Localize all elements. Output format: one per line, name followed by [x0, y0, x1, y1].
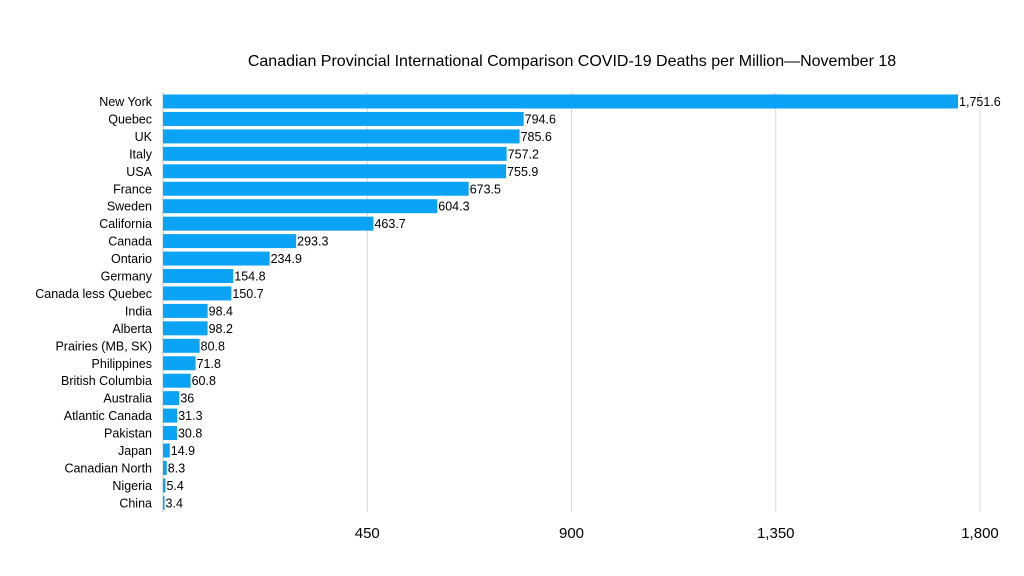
x-tick-label: 1,800 [961, 525, 999, 542]
category-label: New York [99, 95, 153, 109]
grid-lines [162, 92, 981, 512]
x-tick-label: 1,350 [757, 525, 795, 542]
bar [163, 146, 507, 161]
x-axis-ticks: 450 900 1,350 1,800 [355, 525, 999, 542]
bar [163, 286, 232, 301]
value-label: 673.5 [470, 182, 501, 196]
chart-title: Canadian Provincial International Compar… [247, 53, 897, 70]
category-label: Philippines [92, 357, 152, 371]
value-label: 60.8 [192, 374, 216, 388]
bar [163, 269, 234, 283]
value-label: 36 [180, 392, 194, 406]
value-label: 71.8 [197, 357, 221, 371]
bar [163, 303, 208, 318]
category-label: Sweden [107, 200, 152, 214]
bar [163, 391, 180, 406]
value-label: 794.6 [525, 112, 556, 126]
value-label: 234.9 [271, 252, 302, 266]
category-label: Atlantic Canada [64, 409, 152, 423]
bar [163, 373, 191, 388]
value-label: 604.3 [438, 200, 469, 214]
category-label: Italy [129, 147, 153, 161]
category-label: California [99, 217, 152, 231]
bar [163, 199, 438, 214]
value-label: 293.3 [297, 235, 328, 249]
bar [163, 234, 297, 249]
bar [163, 181, 469, 196]
category-label: Canadian North [64, 461, 152, 475]
value-label: 463.7 [374, 217, 405, 231]
value-label: 80.8 [201, 339, 225, 353]
value-label: 98.4 [209, 304, 233, 318]
bars [163, 94, 959, 510]
value-label: 785.6 [521, 130, 552, 144]
category-label: UK [135, 130, 153, 144]
category-label: China [119, 496, 152, 510]
bar [163, 443, 170, 458]
category-label: India [125, 304, 152, 318]
bar [163, 164, 507, 179]
value-label: 154.8 [234, 270, 265, 284]
bar [163, 338, 200, 353]
bar [163, 216, 374, 231]
value-label: 150.7 [232, 287, 263, 301]
category-label: Canada [108, 235, 152, 249]
category-label: Ontario [111, 252, 152, 266]
category-label: Prairies (MB, SK) [55, 339, 152, 353]
bar [163, 460, 167, 475]
value-label: 755.9 [507, 165, 538, 179]
category-label: Germany [101, 270, 153, 284]
bar [163, 129, 520, 144]
category-label: Australia [103, 392, 152, 406]
value-label: 757.2 [508, 147, 539, 161]
category-label: Quebec [108, 112, 152, 126]
bar [163, 251, 270, 266]
bar [163, 495, 165, 510]
category-label: Alberta [112, 322, 152, 336]
value-label: 31.3 [178, 409, 202, 423]
value-label: 5.4 [166, 479, 183, 493]
bar [163, 321, 208, 336]
category-label: Japan [118, 444, 152, 458]
x-tick-label: 900 [559, 525, 584, 542]
category-label: Canada less Quebec [35, 287, 152, 301]
category-label: USA [126, 165, 152, 179]
value-label: 30.8 [178, 427, 202, 441]
bar [163, 478, 166, 493]
category-labels: New York Quebec UK Italy USA France Sweden Cali… [35, 95, 152, 510]
value-label: 14.9 [171, 444, 195, 458]
bar [163, 111, 524, 126]
value-label: 98.2 [209, 322, 233, 336]
value-label: 1,751.6 [959, 95, 1001, 109]
bar [163, 94, 959, 109]
value-label: 3.4 [166, 496, 183, 510]
x-tick-label: 450 [355, 525, 380, 542]
bar [163, 356, 196, 371]
category-label: Pakistan [104, 427, 152, 441]
category-label: Nigeria [112, 479, 152, 493]
category-label: British Columbia [61, 374, 152, 388]
category-label: France [113, 182, 152, 196]
bar [163, 408, 178, 423]
value-label: 8.3 [168, 461, 185, 475]
bar [163, 426, 177, 441]
